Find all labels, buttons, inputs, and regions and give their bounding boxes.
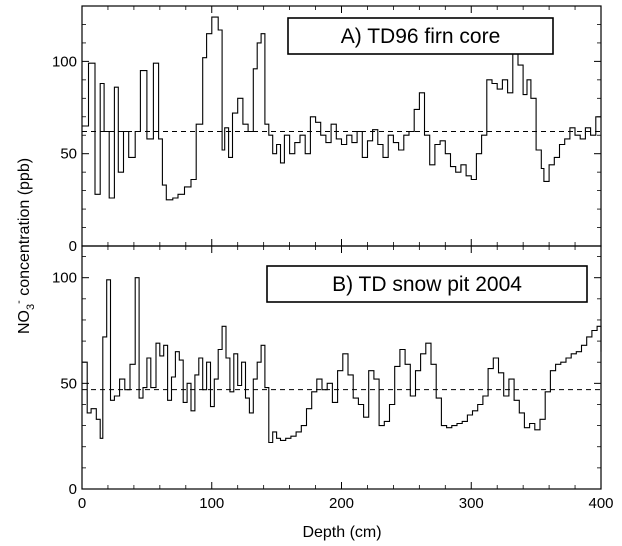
y-axis-title-main: NO xyxy=(16,310,33,334)
nitrate-step-series xyxy=(82,277,602,444)
y-tick-label: 0 xyxy=(69,481,77,498)
y-tick-label: 100 xyxy=(52,270,77,287)
y-tick-label: 50 xyxy=(60,375,77,392)
y-tick-label: 100 xyxy=(52,53,77,70)
x-tick-label: 400 xyxy=(588,495,613,512)
x-tick-label: 100 xyxy=(199,495,224,512)
panel-label-box xyxy=(287,17,554,55)
y-tick-label: 0 xyxy=(69,238,77,255)
panel-label-text: B) TD snow pit 2004 xyxy=(332,273,522,296)
x-axis-title: Depth (cm) xyxy=(302,524,381,541)
y-axis-title: NO3- concentration (ppb) xyxy=(13,158,37,334)
x-tick-label: 300 xyxy=(459,495,484,512)
y-axis-title-rest: concentration (ppb) xyxy=(16,158,33,300)
panel-label-text: A) TD96 firn core xyxy=(341,25,501,48)
y-tick-label: 50 xyxy=(60,146,77,163)
panel-a: 0 50 100 A) TD96 firn core xyxy=(52,5,602,255)
panel-b: 0 50 100 0 100 200 300 400 B) TD snow pit 2004 xyxy=(52,245,614,512)
panels: 0 50 100 A) TD96 firn core 0 50 100 0 100 200 300 4… xyxy=(52,5,614,512)
y-axis-title-subscript: 3 xyxy=(25,304,37,310)
x-tick-label: 0 xyxy=(78,495,86,512)
x-tick-label: 200 xyxy=(329,495,354,512)
panel-label-box xyxy=(266,265,588,303)
y-axis-title-superscript: - xyxy=(13,300,25,304)
